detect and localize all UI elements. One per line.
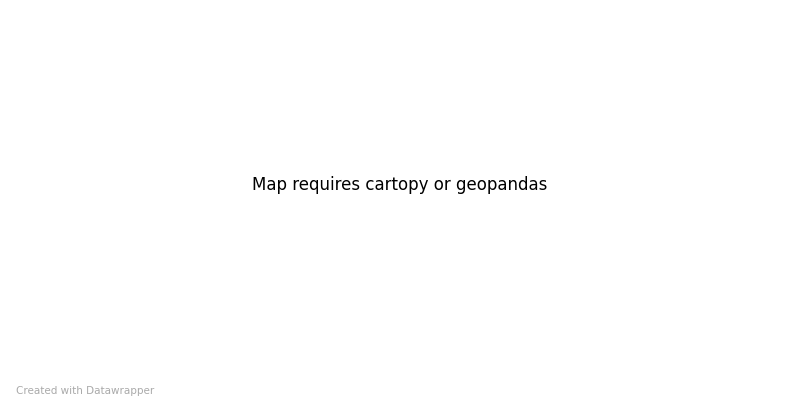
Text: Created with Datawrapper: Created with Datawrapper: [16, 386, 154, 396]
Text: Map requires cartopy or geopandas: Map requires cartopy or geopandas: [252, 176, 548, 194]
